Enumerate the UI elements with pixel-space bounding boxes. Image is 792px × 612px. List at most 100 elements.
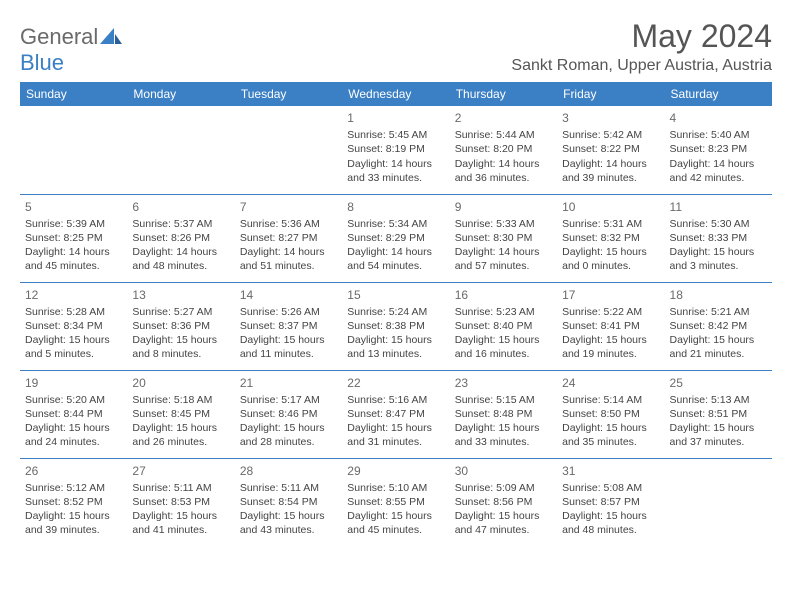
day-number: 3 — [562, 110, 659, 126]
daylight-line: Daylight: 15 hours and 31 minutes. — [347, 421, 444, 449]
sunset-line: Sunset: 8:41 PM — [562, 319, 659, 333]
sunrise-line: Sunrise: 5:40 AM — [670, 128, 767, 142]
calendar-week-row: 1Sunrise: 5:45 AMSunset: 8:19 PMDaylight… — [20, 106, 772, 194]
day-number: 17 — [562, 287, 659, 303]
calendar-day-cell: 2Sunrise: 5:44 AMSunset: 8:20 PMDaylight… — [450, 106, 557, 194]
header: General Blue May 2024 Sankt Roman, Upper… — [20, 18, 772, 76]
daylight-line: Daylight: 15 hours and 8 minutes. — [132, 333, 229, 361]
day-number: 2 — [455, 110, 552, 126]
sunrise-line: Sunrise: 5:17 AM — [240, 393, 337, 407]
calendar-day-cell: 25Sunrise: 5:13 AMSunset: 8:51 PMDayligh… — [665, 370, 772, 458]
day-number: 15 — [347, 287, 444, 303]
sunset-line: Sunset: 8:25 PM — [25, 231, 122, 245]
sunrise-line: Sunrise: 5:36 AM — [240, 217, 337, 231]
sunset-line: Sunset: 8:55 PM — [347, 495, 444, 509]
calendar-week-row: 26Sunrise: 5:12 AMSunset: 8:52 PMDayligh… — [20, 458, 772, 546]
day-number: 30 — [455, 463, 552, 479]
daylight-line: Daylight: 15 hours and 5 minutes. — [25, 333, 122, 361]
sunrise-line: Sunrise: 5:08 AM — [562, 481, 659, 495]
sunset-line: Sunset: 8:36 PM — [132, 319, 229, 333]
sunset-line: Sunset: 8:54 PM — [240, 495, 337, 509]
brand-part1: General — [20, 24, 98, 49]
day-number: 5 — [25, 199, 122, 215]
brand-part2: Blue — [20, 50, 64, 75]
calendar-day-cell: 31Sunrise: 5:08 AMSunset: 8:57 PMDayligh… — [557, 458, 664, 546]
day-number: 11 — [670, 199, 767, 215]
weekday-header: Thursday — [450, 82, 557, 106]
title-block: May 2024 Sankt Roman, Upper Austria, Aus… — [511, 18, 772, 75]
sunrise-line: Sunrise: 5:30 AM — [670, 217, 767, 231]
weekday-header: Wednesday — [342, 82, 449, 106]
calendar-day-cell: 18Sunrise: 5:21 AMSunset: 8:42 PMDayligh… — [665, 282, 772, 370]
sunset-line: Sunset: 8:45 PM — [132, 407, 229, 421]
calendar-empty-cell — [127, 106, 234, 194]
sunset-line: Sunset: 8:23 PM — [670, 142, 767, 156]
calendar-day-cell: 26Sunrise: 5:12 AMSunset: 8:52 PMDayligh… — [20, 458, 127, 546]
calendar-day-cell: 29Sunrise: 5:10 AMSunset: 8:55 PMDayligh… — [342, 458, 449, 546]
daylight-line: Daylight: 15 hours and 0 minutes. — [562, 245, 659, 273]
sunset-line: Sunset: 8:22 PM — [562, 142, 659, 156]
sunrise-line: Sunrise: 5:28 AM — [25, 305, 122, 319]
day-number: 16 — [455, 287, 552, 303]
sunset-line: Sunset: 8:20 PM — [455, 142, 552, 156]
sunset-line: Sunset: 8:27 PM — [240, 231, 337, 245]
calendar-day-cell: 20Sunrise: 5:18 AMSunset: 8:45 PMDayligh… — [127, 370, 234, 458]
calendar-day-cell: 3Sunrise: 5:42 AMSunset: 8:22 PMDaylight… — [557, 106, 664, 194]
daylight-line: Daylight: 15 hours and 21 minutes. — [670, 333, 767, 361]
daylight-line: Daylight: 14 hours and 57 minutes. — [455, 245, 552, 273]
day-number: 26 — [25, 463, 122, 479]
sunset-line: Sunset: 8:40 PM — [455, 319, 552, 333]
sunrise-line: Sunrise: 5:39 AM — [25, 217, 122, 231]
daylight-line: Daylight: 14 hours and 42 minutes. — [670, 157, 767, 185]
daylight-line: Daylight: 15 hours and 47 minutes. — [455, 509, 552, 537]
calendar-day-cell: 21Sunrise: 5:17 AMSunset: 8:46 PMDayligh… — [235, 370, 342, 458]
day-number: 13 — [132, 287, 229, 303]
sunrise-line: Sunrise: 5:15 AM — [455, 393, 552, 407]
sunrise-line: Sunrise: 5:20 AM — [25, 393, 122, 407]
daylight-line: Daylight: 15 hours and 3 minutes. — [670, 245, 767, 273]
sunset-line: Sunset: 8:33 PM — [670, 231, 767, 245]
daylight-line: Daylight: 14 hours and 54 minutes. — [347, 245, 444, 273]
daylight-line: Daylight: 15 hours and 16 minutes. — [455, 333, 552, 361]
sunset-line: Sunset: 8:44 PM — [25, 407, 122, 421]
sunset-line: Sunset: 8:52 PM — [25, 495, 122, 509]
calendar-day-cell: 16Sunrise: 5:23 AMSunset: 8:40 PMDayligh… — [450, 282, 557, 370]
day-number: 18 — [670, 287, 767, 303]
sunset-line: Sunset: 8:50 PM — [562, 407, 659, 421]
sunrise-line: Sunrise: 5:14 AM — [562, 393, 659, 407]
sunset-line: Sunset: 8:26 PM — [132, 231, 229, 245]
sunset-line: Sunset: 8:48 PM — [455, 407, 552, 421]
sunrise-line: Sunrise: 5:31 AM — [562, 217, 659, 231]
day-number: 28 — [240, 463, 337, 479]
day-number: 22 — [347, 375, 444, 391]
day-number: 25 — [670, 375, 767, 391]
calendar-empty-cell — [235, 106, 342, 194]
sunset-line: Sunset: 8:56 PM — [455, 495, 552, 509]
sunset-line: Sunset: 8:51 PM — [670, 407, 767, 421]
daylight-line: Daylight: 14 hours and 36 minutes. — [455, 157, 552, 185]
weekday-header: Sunday — [20, 82, 127, 106]
calendar-day-cell: 17Sunrise: 5:22 AMSunset: 8:41 PMDayligh… — [557, 282, 664, 370]
day-number: 8 — [347, 199, 444, 215]
sunrise-line: Sunrise: 5:13 AM — [670, 393, 767, 407]
daylight-line: Daylight: 15 hours and 13 minutes. — [347, 333, 444, 361]
sunrise-line: Sunrise: 5:10 AM — [347, 481, 444, 495]
weekday-header: Saturday — [665, 82, 772, 106]
calendar-day-cell: 12Sunrise: 5:28 AMSunset: 8:34 PMDayligh… — [20, 282, 127, 370]
daylight-line: Daylight: 14 hours and 45 minutes. — [25, 245, 122, 273]
calendar-week-row: 5Sunrise: 5:39 AMSunset: 8:25 PMDaylight… — [20, 194, 772, 282]
day-number: 24 — [562, 375, 659, 391]
sunrise-line: Sunrise: 5:37 AM — [132, 217, 229, 231]
sail-icon — [100, 26, 122, 44]
sunrise-line: Sunrise: 5:42 AM — [562, 128, 659, 142]
calendar-week-row: 12Sunrise: 5:28 AMSunset: 8:34 PMDayligh… — [20, 282, 772, 370]
sunset-line: Sunset: 8:46 PM — [240, 407, 337, 421]
day-number: 14 — [240, 287, 337, 303]
sunset-line: Sunset: 8:57 PM — [562, 495, 659, 509]
day-number: 23 — [455, 375, 552, 391]
daylight-line: Daylight: 15 hours and 39 minutes. — [25, 509, 122, 537]
calendar-day-cell: 28Sunrise: 5:11 AMSunset: 8:54 PMDayligh… — [235, 458, 342, 546]
calendar-day-cell: 5 Sunrise: 5:39 AMSunset: 8:25 PMDaylight… — [20, 194, 127, 282]
sunrise-line: Sunrise: 5:26 AM — [240, 305, 337, 319]
daylight-line: Daylight: 15 hours and 11 minutes. — [240, 333, 337, 361]
